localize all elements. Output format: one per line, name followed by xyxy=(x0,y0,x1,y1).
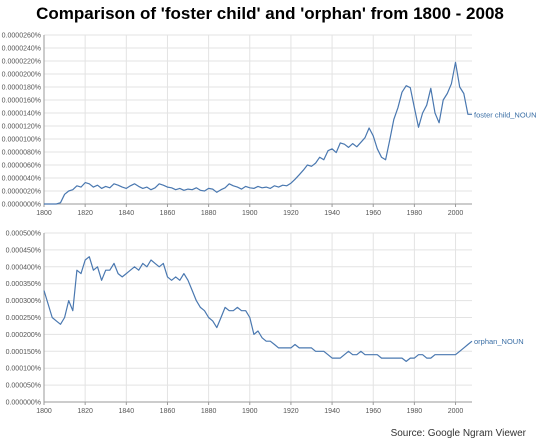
x-tick-label: 1980 xyxy=(407,210,423,217)
foster-child-chart: 0.0000000% 0.0000020% 0.0000040% 0.0000060%… xyxy=(2,33,537,218)
x-tick-label: 1900 xyxy=(242,408,258,415)
y-tick-label: 0.0000060% xyxy=(2,163,41,170)
y-tick-label: 0.0000240% xyxy=(2,46,41,53)
y-tick-label: 0.0000080% xyxy=(2,150,41,157)
y-tick-label: 0.0000220% xyxy=(2,59,41,66)
y-tick-label: 0.0000100% xyxy=(2,137,41,144)
x-tick-label: 1840 xyxy=(119,210,135,217)
y-tick-label: 0.000350% xyxy=(6,281,41,288)
x-tick-label: 1880 xyxy=(201,408,217,415)
x-tick-label: 1960 xyxy=(365,210,381,217)
x-tick-label: 1900 xyxy=(242,210,258,217)
y-tick-label: 0.000050% xyxy=(6,383,41,390)
x-tick-label: 1820 xyxy=(77,210,93,217)
orphan-chart: 0.000000% 0.000050% 0.000100% 0.000150% 0.00… xyxy=(6,231,524,416)
x-tick-label: 1920 xyxy=(283,210,299,217)
y-tick-label: 0.000400% xyxy=(6,264,41,271)
y-tick-label: 0.0000040% xyxy=(2,176,41,183)
x-tick-label: 1800 xyxy=(36,408,52,415)
series-label: foster child_NOUN xyxy=(474,110,537,119)
x-tick-label: 1800 xyxy=(36,210,52,217)
series-label: orphan_NOUN xyxy=(474,337,524,346)
chart-title: Comparison of 'foster child' and 'orphan… xyxy=(36,4,504,23)
x-tick-label: 1940 xyxy=(324,408,340,415)
x-tick-label: 1980 xyxy=(407,408,423,415)
y-tick-label: 0.000200% xyxy=(6,332,41,339)
x-tick-label: 1840 xyxy=(119,408,135,415)
x-tick-label: 2000 xyxy=(448,210,464,217)
y-tick-label: 0.000100% xyxy=(6,366,41,373)
x-tick-label: 1920 xyxy=(283,408,299,415)
x-tick-label: 1940 xyxy=(324,210,340,217)
y-tick-label: 0.0000120% xyxy=(2,124,41,131)
y-tick-label: 0.000250% xyxy=(6,315,41,322)
y-tick-label: 0.000300% xyxy=(6,298,41,305)
y-tick-label: 0.0000180% xyxy=(2,85,41,92)
y-tick-label: 0.0000260% xyxy=(2,33,41,40)
y-tick-label: 0.000500% xyxy=(6,231,41,238)
y-tick-label: 0.0000140% xyxy=(2,111,41,118)
x-tick-label: 1860 xyxy=(160,210,176,217)
x-tick-label: 1960 xyxy=(365,408,381,415)
x-tick-label: 2000 xyxy=(448,408,464,415)
x-tick-label: 1880 xyxy=(201,210,217,217)
y-tick-label: 0.0000000% xyxy=(2,202,41,209)
y-tick-label: 0.0000160% xyxy=(2,98,41,105)
series-line xyxy=(43,256,473,362)
y-tick-label: 0.0000020% xyxy=(2,189,41,196)
x-tick-label: 1860 xyxy=(160,408,176,415)
y-tick-label: 0.0000200% xyxy=(2,72,41,79)
y-tick-label: 0.000150% xyxy=(6,349,41,356)
source-note: Source: Google Ngram Viewer xyxy=(390,428,526,439)
y-tick-label: 0.000000% xyxy=(6,400,41,407)
series-line xyxy=(44,61,472,205)
x-tick-label: 1820 xyxy=(77,408,93,415)
y-tick-label: 0.000450% xyxy=(6,247,41,254)
